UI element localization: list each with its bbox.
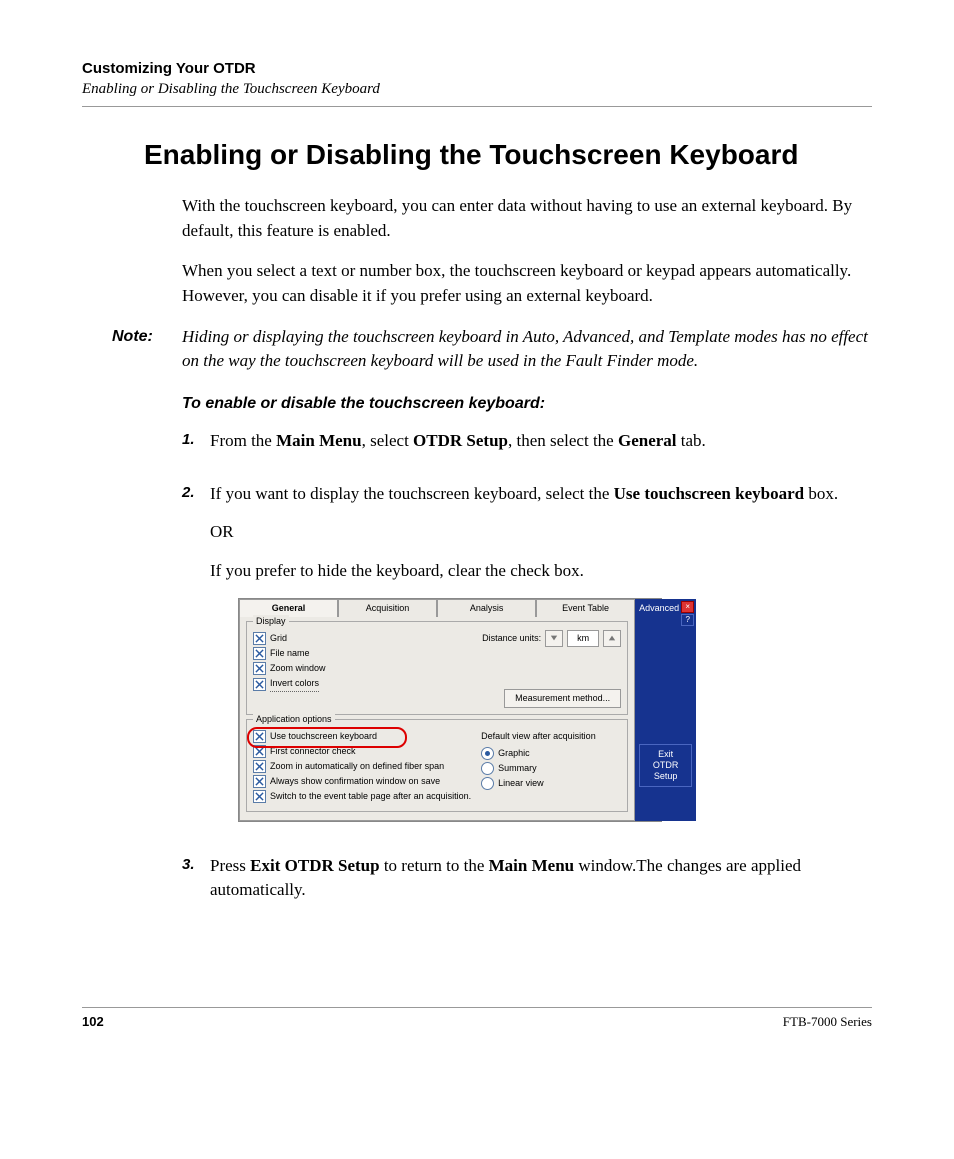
label-distance-units: Distance units:	[482, 632, 541, 645]
step2-text-a: If you want to display the touchscreen k…	[210, 484, 614, 503]
step2-or: OR	[210, 520, 872, 545]
distance-units-next[interactable]	[603, 630, 621, 647]
otdr-setup-window: General Acquisition Analysis Event Table…	[238, 598, 662, 822]
distance-units-prev[interactable]	[545, 630, 563, 647]
step1-bold-general: General	[618, 431, 677, 450]
advanced-label[interactable]: Advanced	[637, 601, 681, 616]
checkbox-filename[interactable]	[253, 647, 266, 660]
exit-otdr-setup-button[interactable]: Exit OTDR Setup	[639, 744, 692, 786]
intro-paragraph-2: When you select a text or number box, th…	[182, 259, 872, 308]
label-switch-event: Switch to the event table page after an …	[270, 790, 471, 803]
section-title: Enabling or Disabling the Touchscreen Ke…	[144, 137, 872, 172]
chapter-title: Customizing Your OTDR	[82, 60, 872, 77]
default-view-label: Default view after acquisition	[481, 730, 621, 743]
measurement-method-button[interactable]: Measurement method...	[504, 689, 621, 708]
tab-acquisition[interactable]: Acquisition	[338, 599, 437, 617]
label-filename: File name	[270, 647, 310, 660]
label-zoomwindow: Zoom window	[270, 662, 326, 675]
step1-bold-otdrsetup: OTDR Setup	[413, 431, 508, 450]
exit-line1: Exit	[658, 749, 673, 759]
display-legend: Display	[253, 615, 289, 628]
note-text: Hiding or displaying the touchscreen key…	[182, 325, 872, 374]
footer-rule	[82, 1007, 872, 1008]
tab-analysis[interactable]: Analysis	[437, 599, 536, 617]
step-number: 2.	[182, 482, 210, 840]
label-always-confirm: Always show confirmation window on save	[270, 775, 440, 788]
exit-line2: OTDR Setup	[653, 760, 679, 781]
radio-summary[interactable]	[481, 762, 494, 775]
step2-bold-usekeyboard: Use touchscreen keyboard	[614, 484, 804, 503]
checkbox-always-confirm[interactable]	[253, 775, 266, 788]
step-number: 1.	[182, 429, 210, 468]
step-1: 1. From the Main Menu, select OTDR Setup…	[182, 429, 872, 468]
step3-bold-exit: Exit OTDR Setup	[250, 856, 379, 875]
step1-text-c: , select	[362, 431, 413, 450]
appopts-legend: Application options	[253, 713, 335, 726]
product-name: FTB-7000 Series	[783, 1014, 872, 1030]
step2-text-c: box.	[804, 484, 838, 503]
step-2: 2. If you want to display the touchscree…	[182, 482, 872, 840]
step3-text-a: Press	[210, 856, 250, 875]
label-use-keyboard: Use touchscreen keyboard	[270, 730, 377, 743]
checkbox-grid[interactable]	[253, 632, 266, 645]
header-rule	[82, 106, 872, 107]
label-grid: Grid	[270, 632, 287, 645]
radio-graphic[interactable]	[481, 747, 494, 760]
label-invertcolors: Invert colors	[270, 677, 319, 692]
close-icon[interactable]: ×	[681, 601, 694, 613]
radio-linear[interactable]	[481, 777, 494, 790]
label-first-connector: First connector check	[270, 745, 356, 758]
checkbox-first-connector[interactable]	[253, 745, 266, 758]
section-running-title: Enabling or Disabling the Touchscreen Ke…	[82, 81, 872, 98]
step1-text-g: tab.	[677, 431, 706, 450]
procedure-title: To enable or disable the touchscreen key…	[182, 392, 872, 415]
step3-bold-mainmenu: Main Menu	[489, 856, 574, 875]
label-graphic: Graphic	[498, 747, 530, 760]
help-icon[interactable]: ?	[681, 614, 694, 626]
step-3: 3. Press Exit OTDR Setup to return to th…	[182, 854, 872, 917]
checkbox-zoomwindow[interactable]	[253, 662, 266, 675]
label-zoom-auto: Zoom in automatically on defined fiber s…	[270, 760, 444, 773]
step-number: 3.	[182, 854, 210, 917]
distance-units-value: km	[567, 630, 599, 647]
step1-bold-mainmenu: Main Menu	[276, 431, 361, 450]
checkbox-invertcolors[interactable]	[253, 678, 266, 691]
step1-text-a: From the	[210, 431, 276, 450]
label-linear: Linear view	[498, 777, 544, 790]
checkbox-switch-event[interactable]	[253, 790, 266, 803]
checkbox-zoom-auto[interactable]	[253, 760, 266, 773]
page-number: 102	[82, 1014, 104, 1030]
label-summary: Summary	[498, 762, 537, 775]
note-label: Note:	[82, 325, 182, 374]
intro-paragraph-1: With the touchscreen keyboard, you can e…	[182, 194, 872, 243]
step3-text-c: to return to the	[380, 856, 489, 875]
step1-text-e: , then select the	[508, 431, 618, 450]
tab-event-table[interactable]: Event Table	[536, 599, 635, 617]
checkbox-use-keyboard[interactable]	[253, 730, 266, 743]
step2-text-d: If you prefer to hide the keyboard, clea…	[210, 559, 872, 584]
